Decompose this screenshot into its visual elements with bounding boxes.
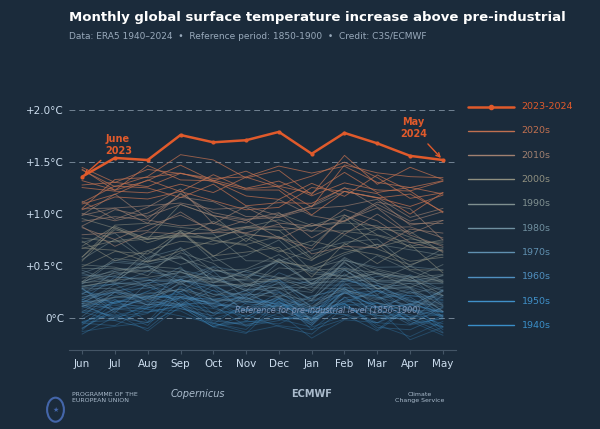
Text: Data: ERA5 1940–2024  •  Reference period: 1850-1900  •  Credit: C3S/ECMWF: Data: ERA5 1940–2024 • Reference period:… — [69, 32, 427, 41]
Text: 2000s: 2000s — [522, 175, 551, 184]
Text: Copernicus: Copernicus — [171, 389, 225, 399]
Text: 1940s: 1940s — [522, 321, 551, 330]
Text: June
2023: June 2023 — [85, 134, 132, 174]
Text: 1990s: 1990s — [522, 199, 551, 208]
Text: 1960s: 1960s — [522, 272, 551, 281]
Text: May
2024: May 2024 — [400, 118, 440, 157]
Text: 2023-2024: 2023-2024 — [522, 102, 573, 111]
Text: 2020s: 2020s — [522, 127, 551, 135]
Text: ★: ★ — [52, 407, 59, 413]
Text: ECMWF: ECMWF — [292, 389, 332, 399]
Text: 2010s: 2010s — [522, 151, 551, 160]
Text: Reference for pre-industrial level (1850–1900): Reference for pre-industrial level (1850… — [235, 306, 421, 315]
Text: 1950s: 1950s — [522, 296, 551, 305]
Text: 1980s: 1980s — [522, 224, 551, 233]
Text: Climate
Change Service: Climate Change Service — [395, 392, 445, 403]
Text: PROGRAMME OF THE
EUROPEAN UNION: PROGRAMME OF THE EUROPEAN UNION — [72, 392, 138, 403]
Text: 1970s: 1970s — [522, 248, 551, 257]
Text: Monthly global surface temperature increase above pre-industrial: Monthly global surface temperature incre… — [69, 11, 566, 24]
